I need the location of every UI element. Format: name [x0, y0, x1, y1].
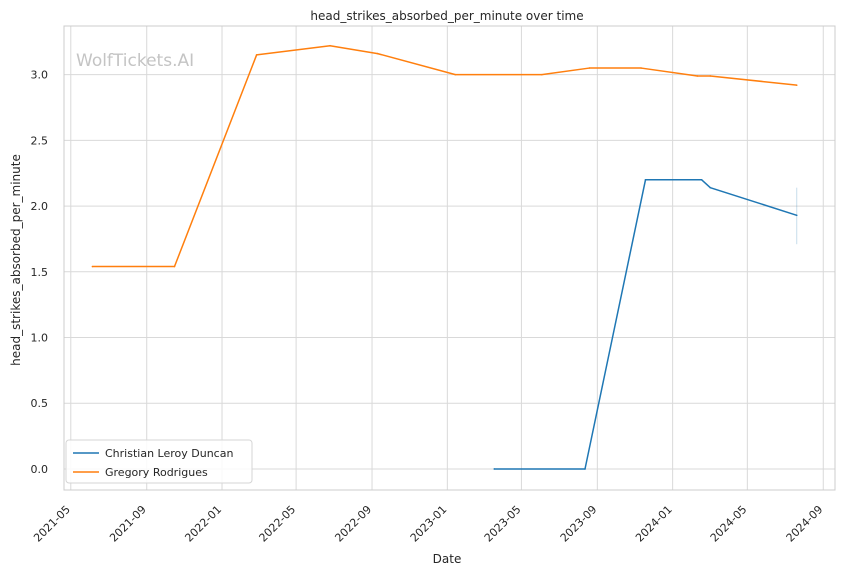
x-tick-label: 2021-05	[31, 503, 73, 545]
x-tick-label: 2023-05	[482, 503, 524, 545]
y-axis-ticks: 0.0 0.5 1.0 1.5 2.0 2.5 3.0	[31, 69, 49, 476]
data-point-gregory-rodrigues	[173, 265, 176, 268]
data-point-christian-leroy-duncan	[709, 186, 712, 189]
y-tick-label: 2.5	[31, 134, 49, 147]
data-point-gregory-rodrigues	[795, 84, 798, 86]
legend-box	[65, 439, 253, 484]
data-point-gregory-rodrigues	[329, 44, 331, 47]
series-layer	[91, 44, 798, 470]
series-line-gregory-rodrigues	[92, 44, 797, 268]
watermark: WolfTickets.AI	[76, 51, 194, 71]
legend-label-gregory-rodrigues: Gregory Rodrigues	[105, 466, 208, 479]
x-tick-label: 2022-05	[257, 503, 299, 545]
legend: Christian Leroy Duncan Gregory Rodrigues	[65, 439, 253, 484]
series-line-christian-leroy-duncan	[494, 179, 797, 470]
data-point-gregory-rodrigues	[540, 73, 543, 76]
grid	[64, 26, 835, 490]
y-tick-label: 0.0	[31, 463, 49, 476]
data-point-gregory-rodrigues	[91, 265, 94, 268]
x-tick-label: 2022-09	[332, 503, 374, 545]
data-point-gregory-rodrigues	[709, 75, 712, 77]
y-tick-label: 1.5	[31, 266, 49, 279]
y-tick-label: 2.0	[31, 200, 49, 213]
x-axis-label: Date	[433, 552, 462, 566]
x-tick-label: 2024-01	[633, 503, 675, 545]
x-tick-label: 2022-01	[182, 503, 224, 545]
legend-label-christian-leroy-duncan: Christian Leroy Duncan	[105, 447, 233, 460]
x-axis-ticks: 2021-05 2021-09 2022-01 2022-05 2022-09 2023-…	[31, 503, 825, 545]
y-tick-label: 3.0	[31, 69, 49, 82]
x-tick-label: 2023-01	[408, 503, 450, 545]
data-point-gregory-rodrigues	[640, 67, 642, 69]
data-point-christian-leroy-duncan	[644, 178, 647, 181]
y-axis-label: head_strikes_absorbed_per_minute	[9, 154, 23, 366]
plot-frame	[63, 25, 836, 491]
data-point-christian-leroy-duncan	[700, 178, 703, 181]
data-point-gregory-rodrigues	[376, 52, 379, 55]
data-point-gregory-rodrigues	[255, 54, 258, 56]
x-tick-label: 2023-09	[558, 503, 600, 545]
data-point-christian-leroy-duncan	[493, 468, 496, 470]
x-tick-label: 2021-09	[107, 503, 149, 545]
data-point-gregory-rodrigues	[696, 75, 699, 77]
data-point-christian-leroy-duncan	[584, 468, 586, 470]
data-point-gregory-rodrigues	[454, 73, 457, 76]
data-point-gregory-rodrigues	[588, 67, 591, 69]
chart-title: head_strikes_absorbed_per_minute over ti…	[310, 9, 583, 23]
data-point-christian-leroy-duncan	[795, 214, 798, 217]
y-tick-label: 1.0	[31, 332, 49, 345]
plot-area	[64, 26, 835, 490]
x-tick-label: 2024-05	[708, 503, 750, 545]
y-tick-label: 0.5	[31, 397, 49, 410]
x-tick-label: 2024-09	[784, 503, 826, 545]
